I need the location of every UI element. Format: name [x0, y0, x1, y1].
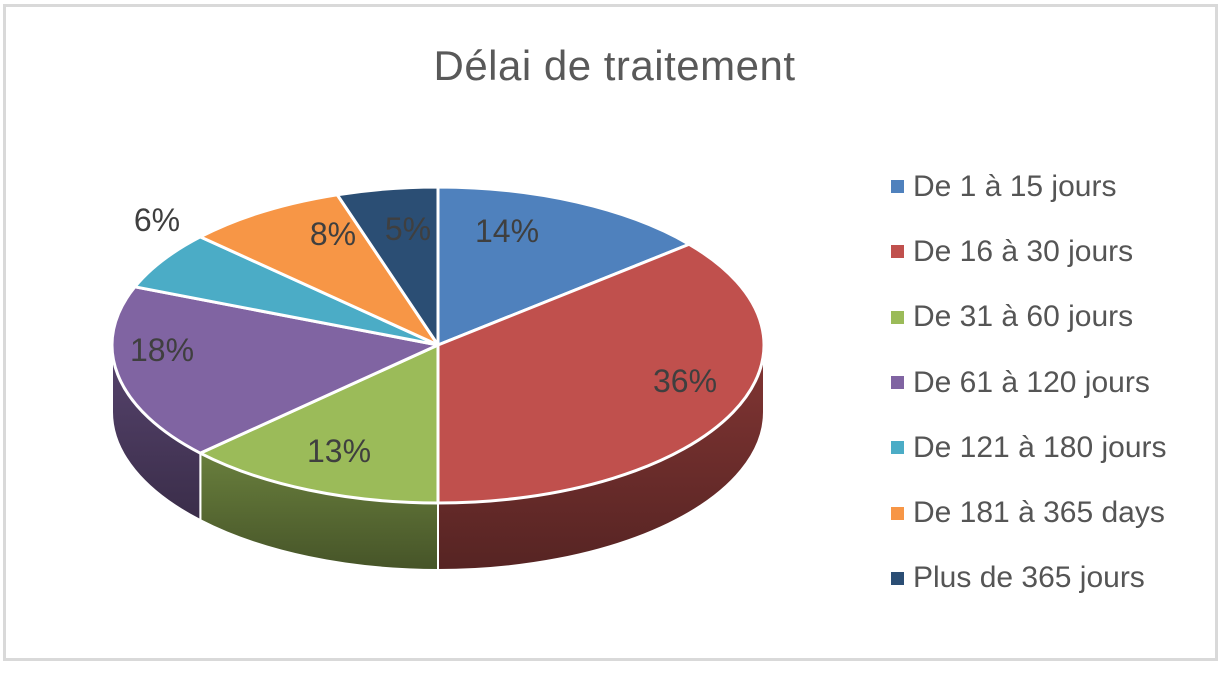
pie-slice[interactable]: [198, 343, 440, 505]
pie-slice[interactable]: [110, 285, 440, 455]
legend: De 1 à 15 jours De 16 à 30 jours De 31 à 6…: [891, 154, 1167, 611]
data-label: 14%: [475, 213, 539, 249]
data-label: 18%: [130, 332, 194, 368]
pie-slice[interactable]: [133, 235, 440, 347]
legend-marker: [891, 506, 904, 520]
legend-label: De 121 à 180 jours: [913, 430, 1167, 464]
legend-label: De 181 à 365 days: [913, 496, 1165, 530]
legend-marker: [891, 571, 904, 585]
legend-marker: [891, 376, 904, 390]
legend-item[interactable]: De 181 à 365 days: [891, 480, 1167, 545]
legend-item[interactable]: De 121 à 180 jours: [891, 415, 1167, 480]
pie-slice[interactable]: [436, 242, 766, 505]
legend-label: De 16 à 30 jours: [913, 234, 1134, 268]
legend-item[interactable]: De 16 à 30 jours: [891, 219, 1167, 284]
legend-label: De 61 à 120 jours: [913, 365, 1150, 399]
pie-slice[interactable]: [436, 185, 691, 347]
legend-item[interactable]: Plus de 365 jours: [891, 546, 1167, 611]
data-label: 6%: [134, 202, 180, 238]
legend-label: De 31 à 60 jours: [913, 300, 1134, 334]
legend-marker: [891, 310, 904, 324]
legend-item[interactable]: De 1 à 15 jours: [891, 154, 1167, 219]
pie-slice[interactable]: [198, 193, 440, 347]
data-label: 5%: [385, 211, 431, 247]
legend-label: De 1 à 15 jours: [913, 169, 1117, 203]
data-label: 8%: [310, 216, 356, 252]
pie-slice[interactable]: [335, 185, 440, 347]
legend-marker: [891, 245, 904, 259]
legend-item[interactable]: De 61 à 120 jours: [891, 350, 1167, 415]
legend-marker: [891, 180, 904, 194]
data-label: 36%: [653, 363, 717, 399]
legend-marker: [891, 441, 904, 455]
data-label: 13%: [307, 433, 371, 469]
legend-label: Plus de 365 jours: [913, 561, 1145, 595]
chart-title: Délai de traitement: [433, 42, 796, 89]
legend-item[interactable]: De 31 à 60 jours: [891, 285, 1167, 350]
